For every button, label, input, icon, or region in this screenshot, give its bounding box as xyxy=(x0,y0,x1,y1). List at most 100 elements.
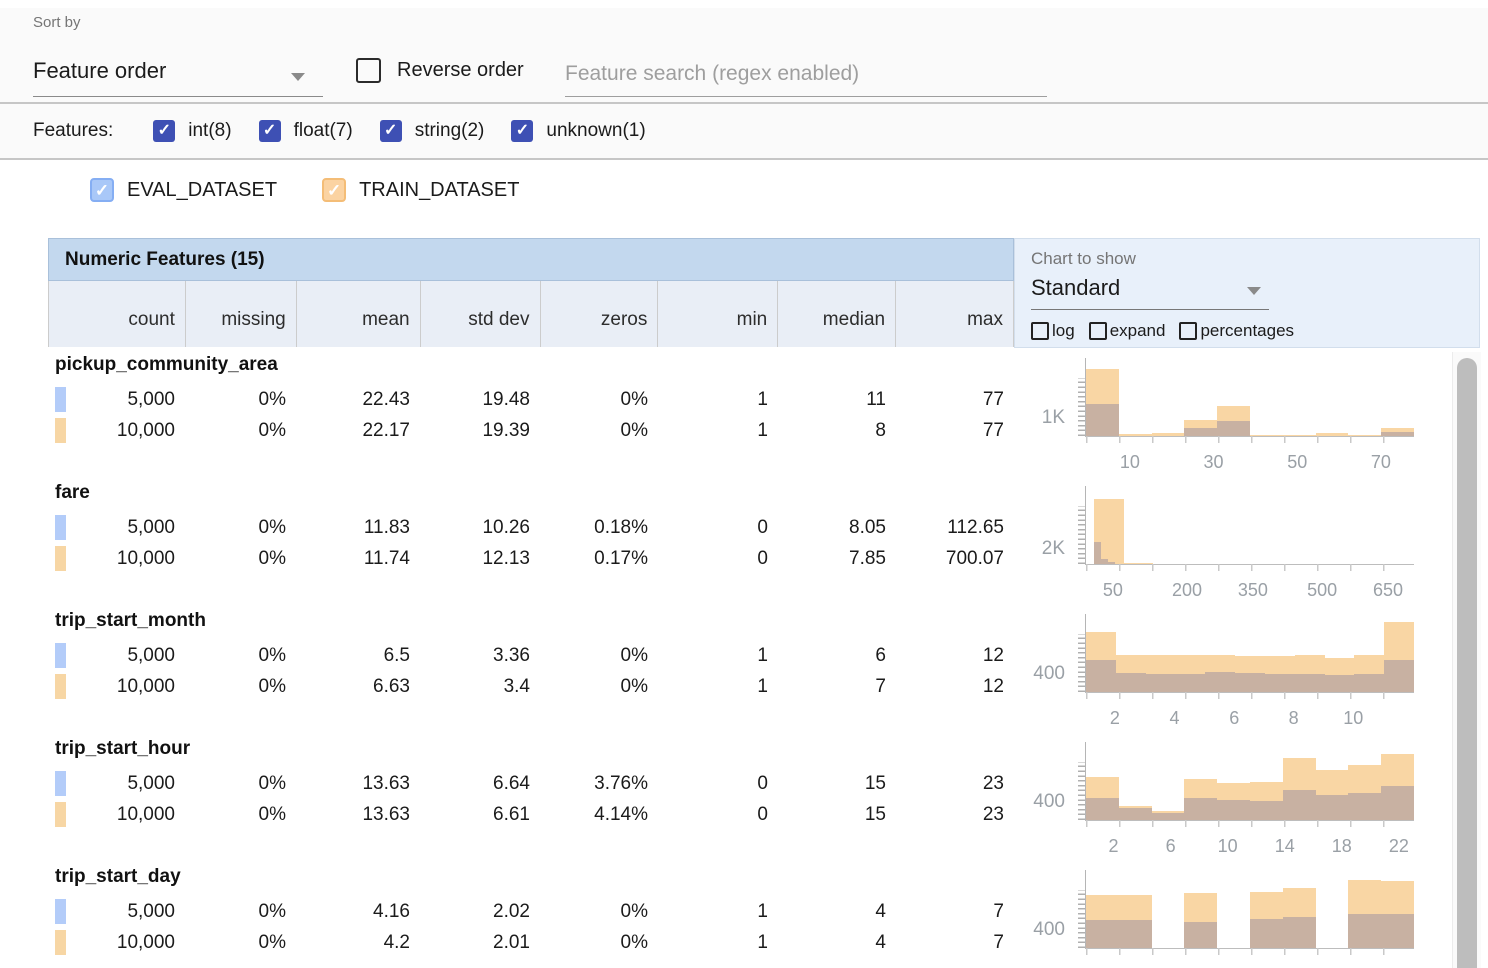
feature-type-checkbox[interactable]: ✓string(2) xyxy=(380,120,485,142)
stat-cell: 5,000 xyxy=(48,645,185,667)
eval-color-chip xyxy=(55,771,66,796)
stat-cell: 10.26 xyxy=(420,517,540,539)
histogram-bar-eval xyxy=(1348,793,1381,820)
feature-type-label: int(8) xyxy=(188,120,231,142)
x-axis-ticks xyxy=(1086,948,1414,955)
checkbox-checked-icon: ✓ xyxy=(259,120,281,142)
stat-cell: 0% xyxy=(185,804,296,826)
sort-order-dropdown[interactable]: Feature order xyxy=(33,48,323,97)
stat-cell: 0 xyxy=(658,804,778,826)
stat-cell: 0% xyxy=(540,932,658,954)
stat-cell: 5,000 xyxy=(48,901,185,923)
feature-type-checkbox[interactable]: ✓int(8) xyxy=(153,120,231,142)
stat-cell: 8.05 xyxy=(778,517,896,539)
stat-cell: 0% xyxy=(185,420,296,442)
dataset-label: TRAIN_DATASET xyxy=(359,179,519,202)
chart-option-label: percentages xyxy=(1200,321,1294,341)
stat-cell: 1 xyxy=(658,932,778,954)
x-axis-tick-label: 8 xyxy=(1289,708,1299,729)
histogram-bar-eval xyxy=(1175,674,1205,692)
stat-cell: 2.02 xyxy=(420,901,540,923)
chart-option-checkboxes: log expand percentages xyxy=(1031,321,1308,341)
feature-type-checkbox[interactable]: ✓unknown(1) xyxy=(511,120,645,142)
train-color-chip xyxy=(55,674,66,699)
checkbox-checked-icon: ✓ xyxy=(90,178,114,202)
chart-option-checkbox[interactable]: percentages xyxy=(1179,321,1294,341)
chart-type-dropdown[interactable]: Standard xyxy=(1031,273,1269,310)
y-axis-ticks xyxy=(1078,506,1085,564)
feature-type-label: float(7) xyxy=(294,120,353,142)
stat-cell: 10,000 xyxy=(48,676,185,698)
chart-type-value: Standard xyxy=(1031,275,1120,301)
numeric-features-title: Numeric Features (15) xyxy=(48,238,1014,281)
checkbox-unchecked-icon xyxy=(1031,322,1049,340)
x-axis-tick-label: 2 xyxy=(1110,708,1120,729)
histogram-bar-eval xyxy=(1325,675,1355,692)
stat-cell: 0 xyxy=(658,773,778,795)
feature-type-checkbox[interactable]: ✓ float(7) xyxy=(259,120,353,142)
feature-search-input[interactable]: Feature search (regex enabled) xyxy=(565,52,1047,97)
dataset-checkbox[interactable]: ✓EVAL_DATASET xyxy=(90,178,277,202)
x-axis-ticks xyxy=(1086,436,1414,443)
x-axis-tick-label: 70 xyxy=(1371,452,1391,473)
stat-cell: 1 xyxy=(658,420,778,442)
y-axis-ticks xyxy=(1078,762,1085,820)
x-axis-tick-label: 10 xyxy=(1120,452,1140,473)
stat-cell: 22.43 xyxy=(296,389,420,411)
chart-option-checkbox[interactable]: expand xyxy=(1089,321,1166,341)
stat-cell: 0% xyxy=(540,901,658,923)
y-axis-ticks xyxy=(1078,634,1085,692)
column-header: missing xyxy=(186,281,297,347)
vertical-scrollbar[interactable] xyxy=(1452,352,1481,968)
histogram-bar-eval xyxy=(1316,795,1349,820)
stat-cell: 7 xyxy=(778,676,896,698)
stat-cell: 1 xyxy=(658,901,778,923)
stat-cell: 1 xyxy=(658,389,778,411)
histogram xyxy=(1085,742,1414,821)
x-axis-tick-label: 200 xyxy=(1172,580,1202,601)
histogram-bar-eval xyxy=(1250,919,1283,948)
chart-option-label: log xyxy=(1052,321,1075,341)
histogram-bar-eval xyxy=(1152,813,1185,820)
stat-cell: 0% xyxy=(185,645,296,667)
eval-color-chip xyxy=(55,899,66,924)
histogram xyxy=(1085,614,1414,693)
feature-block: fare5,0000%11.8310.260.18%08.05112.6510,… xyxy=(48,478,1452,606)
x-axis-ticks xyxy=(1086,564,1414,571)
stat-cell: 15 xyxy=(778,773,896,795)
histogram-bar-eval xyxy=(1086,660,1116,692)
histogram-bar-eval xyxy=(1354,674,1384,692)
histogram-bar-eval xyxy=(1119,808,1152,820)
stat-cell: 8 xyxy=(778,420,896,442)
x-axis-tick-label: 22 xyxy=(1389,836,1409,857)
stat-cell: 6 xyxy=(778,645,896,667)
stat-cell: 1 xyxy=(658,645,778,667)
histogram-bar-eval xyxy=(1217,800,1250,820)
histogram xyxy=(1085,870,1414,949)
stat-cell: 4 xyxy=(778,932,896,954)
chart-option-checkbox[interactable]: log xyxy=(1031,321,1075,341)
histogram-bar-eval xyxy=(1235,673,1265,693)
x-axis-tick-label: 350 xyxy=(1238,580,1268,601)
stat-cell: 0% xyxy=(185,517,296,539)
stat-cell: 22.17 xyxy=(296,420,420,442)
dataset-checkbox[interactable]: ✓TRAIN_DATASET xyxy=(322,178,519,202)
dataset-legend: ✓EVAL_DATASET✓TRAIN_DATASET xyxy=(0,162,1488,218)
stat-cell: 0% xyxy=(540,645,658,667)
stat-cell: 5,000 xyxy=(48,773,185,795)
column-header: zeros xyxy=(541,281,659,347)
histogram-bar-eval xyxy=(1384,660,1414,692)
reverse-order-checkbox[interactable]: Reverse order xyxy=(356,58,524,83)
histogram-bar-eval xyxy=(1094,542,1101,564)
histogram-bar-eval xyxy=(1116,673,1146,692)
checkbox-checked-icon: ✓ xyxy=(380,120,402,142)
stat-cell: 0% xyxy=(185,773,296,795)
stat-cell: 1 xyxy=(658,676,778,698)
stat-cell: 0 xyxy=(658,548,778,570)
stat-cell: 4.16 xyxy=(296,901,420,923)
column-header: median xyxy=(778,281,896,347)
sort-toolbar: Sort by Feature order Reverse order Feat… xyxy=(0,8,1488,104)
feature-block: trip_start_month5,0000%6.53.360%161210,0… xyxy=(48,606,1452,734)
scrollbar-thumb[interactable] xyxy=(1457,358,1477,968)
x-axis-tick-label: 6 xyxy=(1229,708,1239,729)
